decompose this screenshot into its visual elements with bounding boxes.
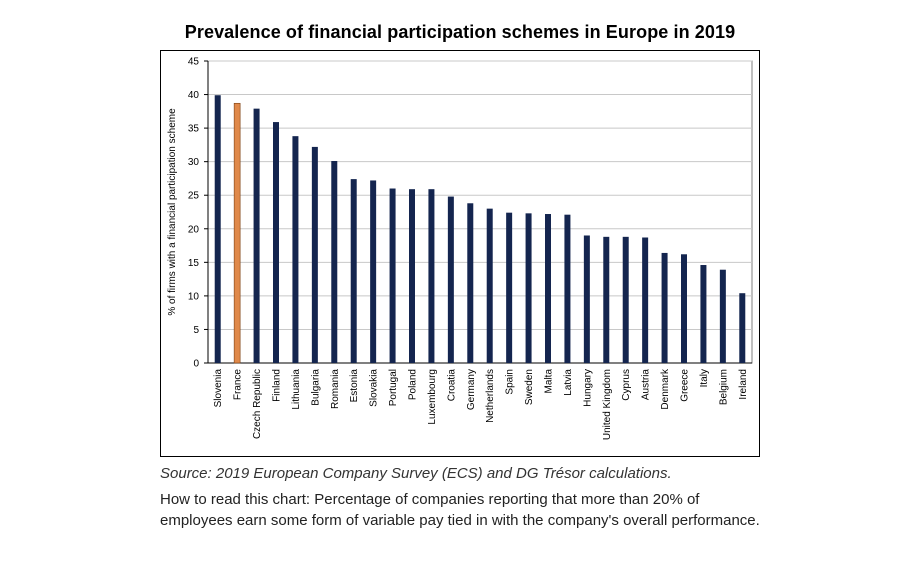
bar-czech-republic xyxy=(253,108,260,363)
bar-croatia xyxy=(447,196,454,363)
x-tick-label: Cyprus xyxy=(621,369,632,401)
y-tick-label: 15 xyxy=(188,258,200,269)
x-tick-label: Austria xyxy=(641,369,652,401)
y-tick-label: 35 xyxy=(188,124,200,135)
x-tick-label: Estonia xyxy=(349,369,360,403)
x-tick-label: Portugal xyxy=(388,369,399,406)
plot-area xyxy=(207,60,753,364)
y-axis-title: % of firms with a financial participatio… xyxy=(167,108,178,316)
bar-denmark xyxy=(661,252,668,363)
bar-malta xyxy=(545,214,551,363)
y-tick-label: 40 xyxy=(188,90,200,101)
bar-cyprus xyxy=(622,236,629,363)
x-tick-label: United Kingdom xyxy=(602,369,613,440)
x-tick-label: Poland xyxy=(408,369,419,400)
y-tick-label: 5 xyxy=(193,325,199,336)
x-tick-label: Luxembourg xyxy=(427,369,438,425)
bar-belgium xyxy=(719,269,726,363)
bar-bulgaria xyxy=(311,146,318,363)
x-tick-label: Italy xyxy=(699,369,710,387)
bar-italy xyxy=(700,265,707,363)
x-tick-label: Bulgaria xyxy=(310,369,321,406)
x-tick-label: Malta xyxy=(544,369,555,394)
bar-poland xyxy=(409,189,415,363)
bar-chart: 0 5 10 15 20 25 30 35 40 45 Slovenia France Czech Re… xyxy=(167,57,753,440)
x-tick-label: Slovenia xyxy=(213,369,224,408)
x-tick-label: Lithuania xyxy=(291,369,302,410)
x-tick-label: Denmark xyxy=(660,368,671,410)
x-tick-label: Romania xyxy=(330,369,341,409)
bar-germany xyxy=(467,203,474,363)
y-tick-label: 0 xyxy=(193,359,199,370)
bar-spain xyxy=(506,212,513,363)
source-note: Source: 2019 European Company Survey (EC… xyxy=(160,465,672,482)
chart-frame: 0 5 10 15 20 25 30 35 40 45 Slovenia France Czech Re… xyxy=(160,50,760,457)
y-tick-label: 30 xyxy=(188,157,200,168)
x-tick-label: Netherlands xyxy=(485,369,496,423)
bar-finland xyxy=(273,122,279,364)
y-tick-label: 45 xyxy=(188,57,200,68)
x-tick-label: Latvia xyxy=(563,369,574,396)
bar-greece xyxy=(681,254,687,363)
x-tick-label: France xyxy=(233,369,244,401)
x-tick-label: Sweden xyxy=(524,369,535,405)
bar-hungary xyxy=(583,235,590,363)
bar-austria xyxy=(642,237,649,363)
y-tick-label: 25 xyxy=(188,191,200,202)
y-tick-label: 10 xyxy=(188,291,200,302)
x-tick-label: Finland xyxy=(272,369,283,402)
bar-france xyxy=(233,102,241,364)
bar-luxembourg xyxy=(428,189,435,363)
bar-netherlands xyxy=(486,208,493,363)
bar-slovakia xyxy=(370,180,377,363)
bar-latvia xyxy=(564,214,571,363)
x-tick-label: Czech Republic xyxy=(252,369,263,439)
bar-romania xyxy=(331,160,338,363)
how-to-read-note: How to read this chart: Percentage of co… xyxy=(160,491,760,529)
bar-slovenia xyxy=(214,95,221,363)
x-tick-label: Ireland xyxy=(738,369,749,400)
chart-title: Prevalence of financial participation sc… xyxy=(184,22,736,42)
bar-sweden xyxy=(525,213,532,363)
bar-lithuania xyxy=(292,136,299,363)
x-tick-label: Hungary xyxy=(582,369,593,407)
y-tick-label: 20 xyxy=(188,224,200,235)
x-tick-label: Germany xyxy=(466,369,477,410)
bar-united-kingdom xyxy=(603,236,610,363)
bar-estonia xyxy=(350,179,357,363)
x-tick-label: Greece xyxy=(680,369,691,402)
bar-ireland xyxy=(739,293,746,363)
x-tick-label: Croatia xyxy=(446,369,457,402)
x-tick-label: Belgium xyxy=(718,369,729,405)
x-tick-label: Slovakia xyxy=(369,369,380,407)
x-tick-label: Spain xyxy=(505,369,516,395)
bar-portugal xyxy=(389,188,396,363)
